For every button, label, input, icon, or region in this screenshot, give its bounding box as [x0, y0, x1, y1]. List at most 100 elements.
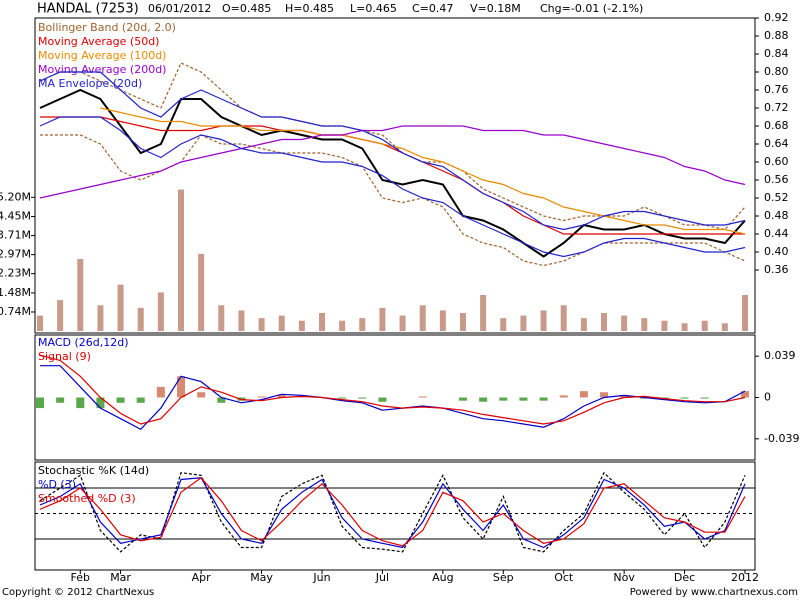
- histogram-bar: [741, 391, 749, 398]
- x-tick-label: Sep: [493, 571, 514, 584]
- y-tick-label: 0.84: [764, 47, 789, 60]
- series-lower-line: [39, 116, 746, 258]
- histogram-bar: [217, 397, 226, 403]
- volume-bar: [77, 259, 84, 331]
- volume-bar: [681, 323, 688, 331]
- volume-bar: [500, 318, 507, 331]
- histogram-bar: [680, 397, 689, 399]
- y2-tick-label: 5.20M: [0, 190, 31, 203]
- series-line: [39, 125, 746, 199]
- legend-entry: MA Envelope (20d): [38, 77, 142, 90]
- series-line: [39, 476, 746, 547]
- volume-bar: [480, 295, 487, 331]
- x-tick-label: Apr: [192, 571, 212, 584]
- y-tick-label: 0.40: [764, 245, 789, 258]
- volume-bar: [419, 305, 426, 331]
- histogram-bar: [257, 396, 266, 398]
- y2-tick-label: 2.23M: [0, 267, 31, 280]
- histogram-bar: [600, 392, 608, 398]
- powered-by[interactable]: Powered by www.chartnexus.com: [630, 587, 798, 598]
- histogram-bar: [76, 397, 85, 409]
- y-tick-label: 0.92: [764, 11, 789, 24]
- volume-bar: [198, 253, 205, 331]
- volume-bar: [520, 315, 527, 331]
- y-tick-label: 0.36: [764, 263, 789, 276]
- legend-entry: MACD (26d,12d): [38, 336, 129, 349]
- volume-bar: [298, 320, 305, 331]
- histogram-bar: [177, 376, 185, 398]
- volume-bar: [601, 313, 607, 331]
- copyright: Copyright © 2012 ChartNexus: [2, 587, 154, 598]
- histogram-bar: [338, 397, 347, 399]
- y2-tick-label: 3.71M: [0, 229, 31, 242]
- y-tick-label: 0.72: [764, 101, 789, 114]
- volume-bar: [621, 315, 628, 331]
- legend-entry: Moving Average (50d): [38, 35, 159, 48]
- volume-bar: [238, 310, 245, 331]
- y-tick-label: 0.56: [764, 173, 789, 186]
- x-tick-label: Dec: [674, 571, 695, 584]
- series-line: [39, 471, 746, 553]
- volume-bar: [742, 295, 748, 331]
- volume-bar: [399, 315, 406, 331]
- volume-bar: [701, 320, 708, 331]
- series-line: [39, 354, 746, 425]
- volume-bar: [117, 284, 124, 331]
- histogram-bar: [499, 397, 508, 401]
- change: Chg=-0.01 (-2.1%): [540, 2, 643, 15]
- volume-bar: [218, 305, 225, 331]
- x-tick-label: Nov: [613, 571, 635, 584]
- histogram-bar: [378, 397, 387, 402]
- close: C=0.47: [412, 2, 453, 15]
- histogram-bar: [96, 397, 105, 409]
- series-line: [40, 365, 746, 431]
- y-tick-label: 0.60: [764, 155, 789, 168]
- legend-entry: Moving Average (100d): [38, 49, 166, 62]
- date: 06/01/2012: [148, 2, 211, 15]
- histogram-bar: [358, 397, 367, 399]
- histogram-bar: [579, 391, 588, 398]
- volume-bar: [97, 305, 104, 331]
- open: O=0.485: [222, 2, 271, 15]
- y2-tick-label: 2.97M: [0, 248, 31, 261]
- histogram-bar: [156, 386, 165, 398]
- histogram-bar: [700, 397, 709, 399]
- histogram-bar: [539, 397, 548, 401]
- y-tick-label: -0.039: [764, 432, 799, 445]
- series-line: [39, 62, 746, 231]
- symbol: HANDAL (7253): [37, 2, 139, 17]
- volume-bar: [359, 318, 366, 331]
- histogram-bar: [519, 397, 528, 401]
- volume-bar: [379, 307, 386, 331]
- x-tick-label: Oct: [554, 571, 574, 584]
- histogram-bar: [459, 397, 467, 401]
- histogram-bar: [136, 397, 145, 403]
- price-panel: [34, 17, 756, 334]
- series-line: [100, 107, 746, 235]
- stochastic-panel: [34, 461, 756, 571]
- histogram-bar: [559, 395, 568, 398]
- volume-bar: [339, 320, 346, 331]
- y2-tick-label: 0.74M: [0, 305, 31, 318]
- y2-tick-label: 1.48M: [0, 286, 31, 299]
- series-lower-line: [40, 134, 746, 267]
- y-tick-label: 0.88: [764, 29, 789, 42]
- y-tick-label: 0.48: [764, 209, 789, 222]
- histogram-bar: [56, 397, 65, 403]
- y-tick-label: 0.76: [764, 83, 789, 96]
- volume-bar: [258, 318, 265, 331]
- series-line: [39, 71, 746, 231]
- series-line: [39, 477, 746, 549]
- x-tick-label: Feb: [71, 571, 90, 584]
- volume-bar: [580, 318, 587, 331]
- volume-bar: [721, 323, 728, 331]
- low: L=0.465: [350, 2, 397, 15]
- x-tick-label: 2012: [731, 571, 759, 584]
- x-tick-label: Aug: [432, 571, 453, 584]
- y-tick-label: 0.52: [764, 191, 789, 204]
- volume-bar: [460, 313, 466, 331]
- volume-bar: [57, 300, 64, 331]
- volume-bar: [560, 305, 567, 331]
- volume-bar: [178, 189, 184, 331]
